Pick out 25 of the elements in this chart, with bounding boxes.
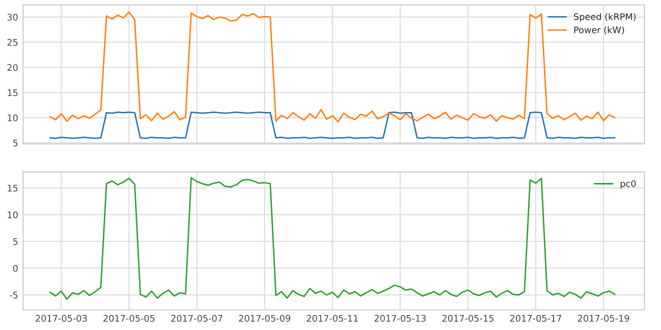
line-series [49, 111, 616, 140]
y-tick-label: -5 [10, 292, 18, 298]
y-tick-label: 5 [13, 238, 18, 245]
y-tick-label: 10 [8, 114, 18, 122]
x-tick-label: 2017-05-05 [103, 314, 154, 322]
x-tick-label: 2017-05-03 [36, 314, 87, 322]
y-tick-label: 20 [7, 64, 18, 71]
y-tick-label: 0 [13, 264, 18, 272]
y-tick-label: 15 [8, 89, 18, 96]
x-tick-label: 2017-05-07 [171, 314, 222, 322]
x-tick-label: 2017-05-17 [510, 314, 562, 322]
legend-label: Power (kW) [574, 26, 624, 34]
x-tick-label: 2017-05-15 [442, 314, 494, 322]
x-tick-label: 2017-05-11 [306, 314, 358, 322]
y-tick-label: 15 [8, 184, 18, 192]
legend-label: pc0 [620, 180, 636, 189]
x-tick-label: 2017-05-13 [374, 314, 426, 322]
legend-label: Speed (kRPM) [574, 13, 636, 22]
x-tick-label: 2017-05-09 [239, 314, 290, 322]
y-tick-label: 5 [13, 140, 18, 146]
y-tick-label: 10 [8, 211, 18, 218]
x-tick-label: 2017-05-19 [578, 314, 630, 322]
y-tick-label: 25 [7, 38, 18, 46]
line-series [49, 177, 616, 300]
y-tick-label: 30 [7, 14, 18, 21]
